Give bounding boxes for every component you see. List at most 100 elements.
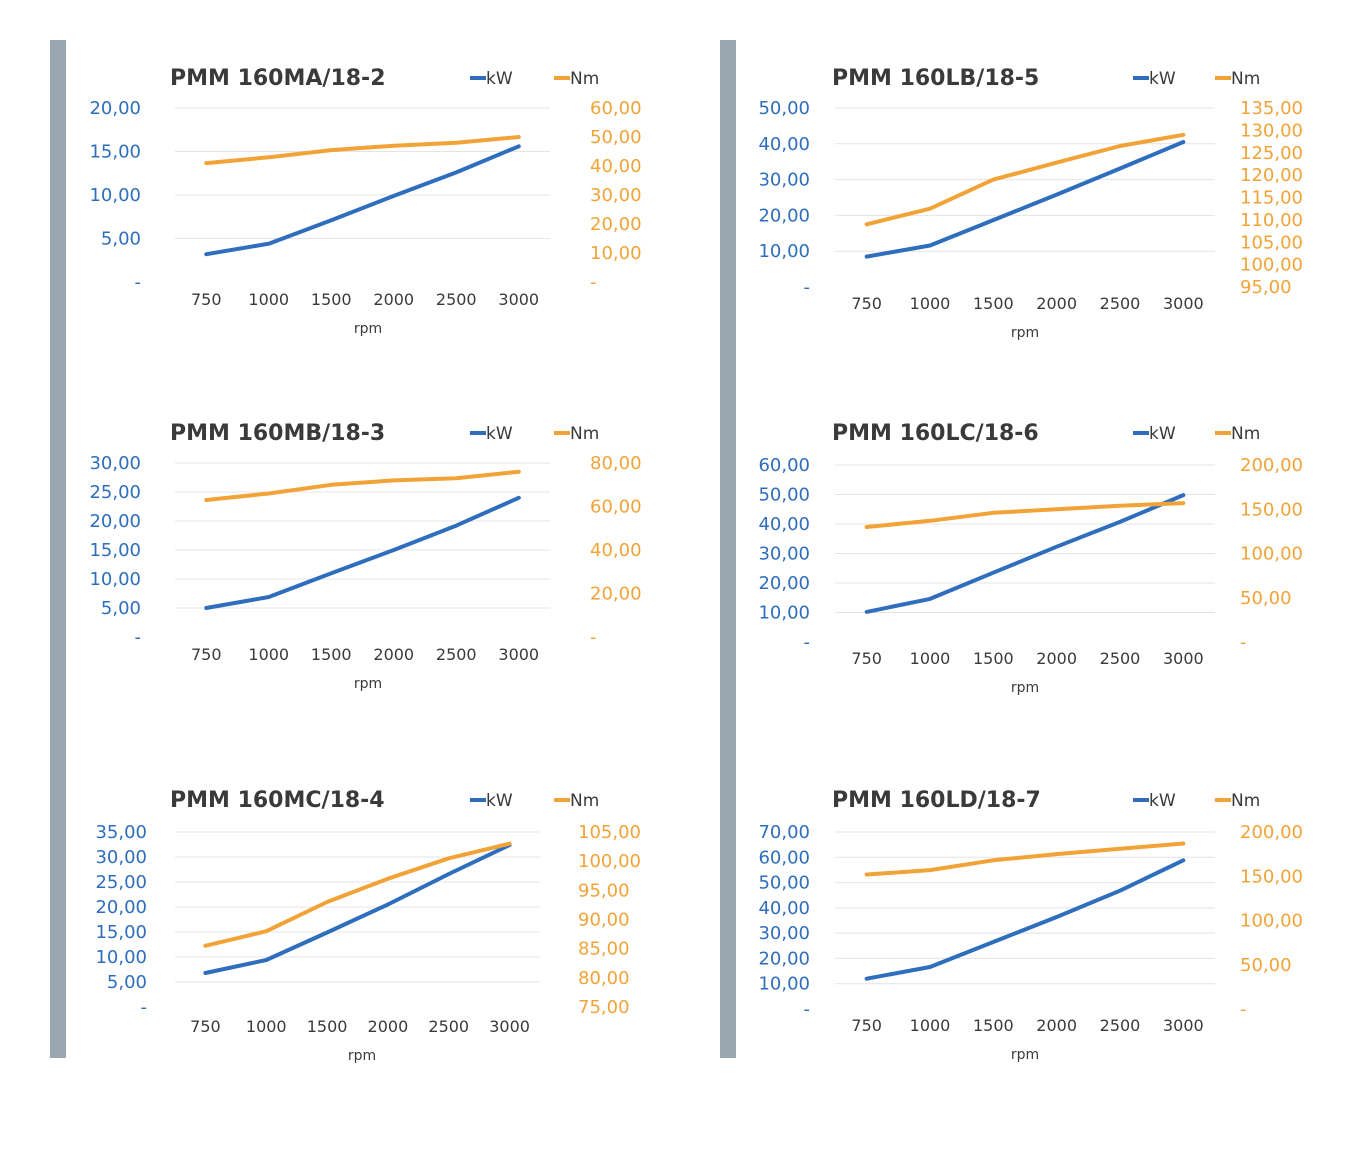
y-tick-left: 30,00 [758,544,810,565]
x-tick: 750 [851,649,882,668]
y-tick-left: 60,00 [758,455,810,476]
y-tick-left: 15,00 [89,142,141,163]
y-tick-left: 15,00 [95,922,147,943]
y-tick-right: 200,00 [1240,455,1303,476]
chart-pmm-160lb: PMM 160LB/18-5 kW Nm - 10,00 20,00 30,00 40,… [758,66,1303,341]
y-tick-right: 200,00 [1240,822,1303,843]
y-tick-right: 50,00 [1240,588,1292,609]
series-line-nm [864,501,1186,529]
x-tick: 750 [191,290,222,309]
y-tick-right: 100,00 [1240,544,1303,565]
chart-pmm-160mc: PMM 160MC/18-4 kW Nm - 5,00 10,00 15,00 20,0… [95,788,641,1064]
y-tick-left: 10,00 [95,947,147,968]
y-tick-right: 80,00 [590,453,642,474]
legend-label-nm: Nm [570,424,599,444]
y-tick-left: 50,00 [758,873,810,894]
y-tick-left: 40,00 [758,134,810,155]
x-tick: 3000 [498,645,539,664]
y-tick-left: 20,00 [758,205,810,226]
x-tick: 1000 [910,294,951,313]
x-tick: 750 [191,645,222,664]
y-tick-left: 30,00 [758,923,810,944]
legend: kW Nm [1133,791,1260,811]
y-tick-right: 150,00 [1240,866,1303,887]
y-tick-left: - [804,277,811,298]
chart-title: PMM 160LD/18-7 [832,788,1041,813]
x-tick: 2000 [368,1017,409,1036]
y-tick-right: 95,00 [578,880,630,901]
series-line-kw [864,493,1186,614]
series-line-kw [203,843,512,975]
y-tick-left: 5,00 [101,229,141,250]
series-line-kw [864,858,1186,981]
series-line-nm [204,469,521,502]
x-tick: 750 [851,1016,882,1035]
x-tick: 1500 [311,645,352,664]
y-tick-left: 20,00 [758,573,810,594]
x-tick: 2500 [428,1017,469,1036]
x-tick: 1000 [246,1017,287,1036]
legend-label-nm: Nm [570,791,599,811]
x-tick: 2500 [1100,649,1141,668]
legend-label-kw: kW [1149,69,1176,89]
x-axis-label: rpm [1011,1047,1039,1063]
y-tick-right: - [1240,632,1247,653]
y-tick-left: 5,00 [107,972,147,993]
y-tick-right: 135,00 [1240,98,1303,119]
x-tick: 1000 [910,1016,951,1035]
x-tick: 2500 [436,645,477,664]
x-tick: 1000 [248,645,289,664]
y-tick-right: - [590,272,597,293]
y-tick-left: 25,00 [95,872,147,893]
x-tick: 3000 [498,290,539,309]
chart-title: PMM 160LC/18-6 [832,421,1039,446]
y-tick-left: 40,00 [758,514,810,535]
y-tick-right: 40,00 [590,156,642,177]
y-tick-right: 100,00 [1240,911,1303,932]
y-tick-left: 5,00 [101,598,141,619]
y-tick-right: 50,00 [1240,955,1292,976]
x-tick: 1500 [973,1016,1014,1035]
y-tick-left: 20,00 [89,511,141,532]
chart-pmm-160ma: PMM 160MA/18-2 kW Nm - 5,00 10,00 15,00 20,0… [89,66,642,337]
y-tick-right: 105,00 [578,822,641,843]
legend-label-nm: Nm [570,69,599,89]
legend: kW Nm [470,69,599,89]
x-tick: 750 [190,1017,221,1036]
y-tick-left: 15,00 [89,540,141,561]
x-tick: 1000 [248,290,289,309]
series-line-nm [203,841,512,948]
y-tick-right: 75,00 [578,997,630,1018]
x-axis-label: rpm [1011,325,1039,341]
x-axis-label: rpm [354,321,382,337]
y-tick-right: 60,00 [590,497,642,518]
series-line-nm [864,841,1186,877]
y-tick-left: 20,00 [89,98,141,119]
y-tick-right: 130,00 [1240,120,1303,141]
y-tick-right: 30,00 [590,185,642,206]
x-tick: 3000 [489,1017,530,1036]
y-tick-left: 10,00 [758,241,810,262]
y-tick-right: 60,00 [590,98,642,119]
x-tick: 3000 [1163,649,1204,668]
y-tick-left: - [141,997,148,1018]
series-line-kw [864,140,1186,259]
legend-label-kw: kW [1149,424,1176,444]
y-tick-left: - [804,999,811,1020]
legend: kW Nm [470,791,599,811]
y-tick-left: 20,00 [95,897,147,918]
y-tick-right: 20,00 [590,584,642,605]
y-tick-right: 85,00 [578,939,630,960]
y-tick-left: 30,00 [89,453,141,474]
y-tick-right: 150,00 [1240,499,1303,520]
x-axis-label: rpm [354,676,382,692]
y-tick-right: 50,00 [590,127,642,148]
legend: kW Nm [1133,424,1260,444]
y-tick-left: 40,00 [758,898,810,919]
y-tick-right: - [590,627,597,648]
x-tick: 2000 [1036,1016,1077,1035]
y-tick-right: 125,00 [1240,143,1303,164]
y-tick-left: 30,00 [95,847,147,868]
chart-pmm-160mb: PMM 160MB/18-3 kW Nm - 5,00 10,00 15,00 20,0… [89,421,642,692]
x-tick: 2500 [1100,1016,1141,1035]
